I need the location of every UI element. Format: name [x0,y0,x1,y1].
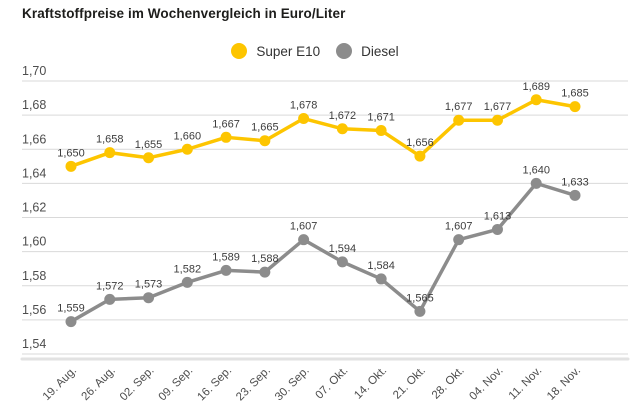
data-point-diesel [65,316,77,328]
x-tick-label: 07. Okt. [314,365,351,402]
chart-title: Kraftstoffpreise im Wochenvergleich in E… [22,6,346,21]
data-point-super-e10 [453,114,465,126]
data-point-diesel [259,266,271,278]
y-tick-label: 1,68 [22,98,46,112]
y-tick-label: 1,60 [22,235,46,249]
value-label-diesel: 1,588 [251,253,279,265]
x-tick-label: 30. Sep. [273,365,312,404]
y-tick-label: 1,62 [22,201,46,215]
data-point-diesel [220,264,232,276]
y-tick-label: 1,56 [22,303,46,317]
data-point-super-e10 [259,135,271,147]
value-label-super-e10: 1,671 [367,111,395,123]
data-point-diesel [453,234,465,246]
y-tick-label: 1,64 [22,166,46,180]
data-point-diesel [530,177,542,189]
value-label-super-e10: 1,660 [174,130,202,142]
x-tick-label: 14. Okt. [352,365,389,402]
x-tick-label: 18. Nov. [545,365,583,403]
y-tick-label: 1,66 [22,132,46,146]
value-label-super-e10: 1,655 [135,139,163,151]
x-tick-label: 23. Sep. [234,365,273,404]
data-point-super-e10 [491,114,503,126]
series-line-super-e10 [69,98,577,169]
data-point-super-e10 [298,113,310,125]
value-label-diesel: 1,589 [212,251,240,263]
value-label-diesel: 1,607 [445,221,473,233]
data-point-super-e10 [104,147,116,159]
data-point-diesel [143,292,155,304]
value-label-super-e10: 1,677 [445,101,473,113]
legend-item-diesel: Diesel [336,43,399,59]
value-label-diesel: 1,607 [290,221,318,233]
data-point-super-e10 [220,131,232,143]
legend-item-super-e10: Super E10 [231,43,320,59]
data-point-super-e10 [143,152,155,164]
x-tick-label: 28. Okt. [430,365,467,402]
data-point-diesel [491,223,503,235]
value-label-diesel: 1,633 [561,176,589,188]
x-tick-label: 19. Aug. [41,365,79,403]
value-label-diesel: 1,582 [174,263,202,275]
y-tick-label: 1,70 [22,64,46,78]
value-label-diesel: 1,559 [57,303,85,315]
legend-dot-super-e10-icon [231,43,248,59]
value-label-diesel: 1,640 [522,164,550,176]
value-label-super-e10: 1,685 [561,88,589,100]
value-label-super-e10: 1,650 [57,147,85,159]
value-label-diesel: 1,572 [96,280,124,292]
value-label-diesel: 1,573 [135,279,163,291]
x-tick-label: 02. Sep. [118,365,157,404]
data-point-super-e10 [181,143,193,155]
value-label-diesel: 1,594 [329,243,357,255]
value-label-super-e10: 1,665 [251,122,279,134]
data-point-super-e10 [414,150,426,162]
legend-label-diesel: Diesel [361,43,399,59]
value-label-super-e10: 1,678 [290,100,318,112]
x-tick-label: 04. Nov. [467,365,505,403]
data-point-diesel [336,256,348,268]
value-label-super-e10: 1,689 [522,81,550,93]
x-tick-label: 09. Sep. [157,365,196,404]
value-label-diesel: 1,584 [367,260,395,272]
data-point-super-e10 [530,94,542,106]
value-label-super-e10: 1,677 [484,101,512,113]
data-point-diesel [104,293,116,305]
y-tick-label: 1,58 [22,269,46,283]
series-line-diesel [69,181,577,324]
x-tick-label: 11. Nov. [507,365,545,403]
data-point-super-e10 [569,101,581,113]
x-tick-label: 16. Sep. [195,365,234,404]
value-label-super-e10: 1,658 [96,134,124,146]
data-point-diesel [414,305,426,317]
chart-legend: Super E10 Diesel [0,43,630,59]
y-tick-label: 1,54 [22,337,46,351]
value-label-diesel: 1,565 [406,292,434,304]
data-point-super-e10 [65,160,77,172]
data-point-diesel [375,273,387,285]
x-tick-label: 21. Okt. [391,365,428,402]
value-label-diesel: 1,613 [484,210,512,222]
value-label-super-e10: 1,656 [406,137,434,149]
data-point-diesel [181,276,193,288]
legend-dot-diesel-icon [336,43,353,59]
data-point-diesel [569,189,581,201]
data-point-diesel [298,234,310,246]
x-tick-label: 26. Aug. [80,365,118,403]
data-point-super-e10 [336,123,348,135]
legend-label-super-e10: Super E10 [256,43,321,59]
data-point-super-e10 [375,124,387,136]
value-label-super-e10: 1,672 [329,110,357,122]
value-label-super-e10: 1,667 [212,118,240,130]
